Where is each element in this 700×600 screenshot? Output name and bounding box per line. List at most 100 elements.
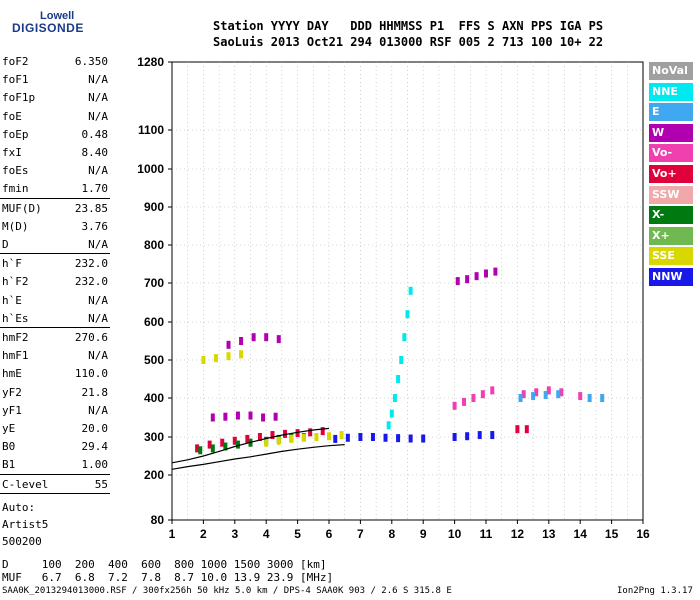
echo-point bbox=[220, 438, 225, 447]
echo-point bbox=[421, 434, 426, 443]
echo-point bbox=[543, 390, 548, 399]
logo-digisonde: DIGISONDE bbox=[12, 21, 84, 35]
legend-item: Vo+ bbox=[649, 165, 693, 183]
x-tick-label: 8 bbox=[388, 527, 395, 541]
param-name: hmF2 bbox=[2, 331, 29, 344]
param-row: B0 29.4 bbox=[2, 440, 108, 457]
param-name: foEp bbox=[2, 127, 29, 141]
muf-row: MUF 6.7 6.8 7.2 7.8 8.7 10.0 13.9 23.9 [… bbox=[2, 571, 334, 584]
echo-point bbox=[534, 388, 539, 397]
model-trace-curve bbox=[171, 427, 330, 464]
param-row: yF1 N/A bbox=[2, 404, 108, 421]
param-row: B1 1.00 bbox=[2, 458, 108, 475]
echo-point bbox=[239, 350, 244, 359]
param-row: D N/A bbox=[2, 238, 108, 255]
echo-point bbox=[477, 431, 482, 440]
echo-point bbox=[339, 431, 344, 440]
legend-item: X+ bbox=[649, 226, 693, 245]
echo-point bbox=[452, 401, 457, 410]
panel-separator bbox=[0, 492, 110, 494]
param-row: yE 20.0 bbox=[2, 422, 108, 439]
param-row: fxI 8.40 bbox=[2, 146, 108, 163]
param-row: foF2 6.350 bbox=[2, 55, 108, 72]
param-value: 110.0 bbox=[74, 367, 108, 381]
legend-item: NoVal bbox=[649, 62, 693, 80]
echo-point bbox=[273, 412, 278, 421]
echo-point bbox=[213, 354, 218, 363]
echo-point bbox=[210, 444, 215, 453]
echo-point bbox=[490, 386, 495, 395]
param-name: fmin bbox=[2, 182, 29, 196]
echo-point bbox=[201, 356, 206, 364]
y-tick-label: 1280 bbox=[137, 55, 164, 69]
param-value: 29.4 bbox=[81, 440, 109, 454]
y-tick-label: 800 bbox=[144, 238, 164, 252]
param-value: 20.0 bbox=[81, 422, 109, 435]
param-row: foEs N/A bbox=[2, 164, 108, 181]
echo-point bbox=[493, 267, 498, 276]
param-value: 8.40 bbox=[81, 146, 109, 159]
param-name: B1 bbox=[2, 458, 16, 472]
echo-point bbox=[198, 446, 203, 455]
echo-point bbox=[386, 421, 391, 430]
echo-point bbox=[320, 427, 325, 436]
echo-point bbox=[283, 429, 288, 438]
param-name: yE bbox=[2, 422, 16, 435]
param-row: M(D) 3.76 bbox=[2, 220, 108, 237]
echo-point bbox=[333, 434, 338, 443]
y-tick-label: 1100 bbox=[138, 123, 164, 137]
x-tick-label: 4 bbox=[263, 527, 270, 541]
echo-point bbox=[455, 277, 460, 286]
echo-point bbox=[235, 411, 240, 420]
param-name: D bbox=[2, 238, 9, 251]
param-row: foF1 N/A bbox=[2, 73, 108, 90]
echo-point bbox=[207, 440, 212, 449]
x-tick-label: 12 bbox=[511, 527, 525, 541]
file-info: SAA0K_2013294013000.RSF / 300fx256h 50 k… bbox=[2, 586, 452, 596]
x-tick-label: 16 bbox=[636, 527, 650, 541]
echo-point bbox=[480, 390, 485, 399]
panel-separator bbox=[0, 253, 110, 255]
echo-point bbox=[270, 431, 275, 440]
param-value: 232.0 bbox=[74, 257, 108, 271]
echo-point bbox=[301, 433, 306, 442]
echo-point bbox=[308, 428, 313, 437]
logo-lowell: Lowell bbox=[40, 10, 75, 22]
legend-item: SSE bbox=[649, 247, 693, 266]
echo-point bbox=[264, 333, 269, 342]
echo-point bbox=[383, 433, 388, 442]
echo-point bbox=[251, 333, 256, 342]
param-value: N/A bbox=[88, 73, 108, 87]
echo-point bbox=[195, 444, 200, 453]
echo-point bbox=[524, 425, 529, 434]
echo-point bbox=[396, 375, 401, 383]
echo-point bbox=[465, 275, 470, 284]
x-tick-label: 2 bbox=[200, 527, 207, 541]
x-tick-label: 11 bbox=[480, 527, 493, 541]
echo-point bbox=[559, 388, 564, 397]
echo-point bbox=[232, 436, 237, 445]
echo-point bbox=[392, 394, 397, 402]
param-name: fxI bbox=[2, 146, 22, 159]
param-value: 232.0 bbox=[74, 275, 108, 289]
echo-point bbox=[226, 340, 231, 349]
param-name: yF2 bbox=[2, 385, 22, 399]
x-tick-label: 15 bbox=[605, 527, 619, 541]
header-values: SaoLuis 2013 Oct21 294 013000 RSF 005 2 … bbox=[213, 35, 604, 49]
echo-point bbox=[235, 440, 240, 449]
param-row: foF1p N/A bbox=[2, 91, 108, 108]
echo-point bbox=[389, 409, 394, 418]
distance-row: D 100 200 400 600 800 1000 1500 3000 [km… bbox=[2, 558, 327, 571]
x-tick-label: 1 bbox=[169, 527, 176, 541]
panel-separator bbox=[0, 327, 110, 328]
header-labels: Station YYYY DAY DDD HHMMSS P1 FFS S AXN… bbox=[213, 19, 604, 33]
x-tick-label: 10 bbox=[448, 527, 462, 541]
param-row: hmF1 N/A bbox=[2, 349, 108, 366]
echo-point bbox=[578, 392, 583, 401]
legend-item: SSW bbox=[649, 185, 693, 204]
param-value: N/A bbox=[88, 349, 108, 363]
y-tick-label: 300 bbox=[144, 430, 164, 444]
param-row: h`Es N/A bbox=[2, 312, 108, 329]
x-tick-label: 3 bbox=[231, 527, 238, 541]
y-tick-label: 900 bbox=[144, 200, 164, 214]
